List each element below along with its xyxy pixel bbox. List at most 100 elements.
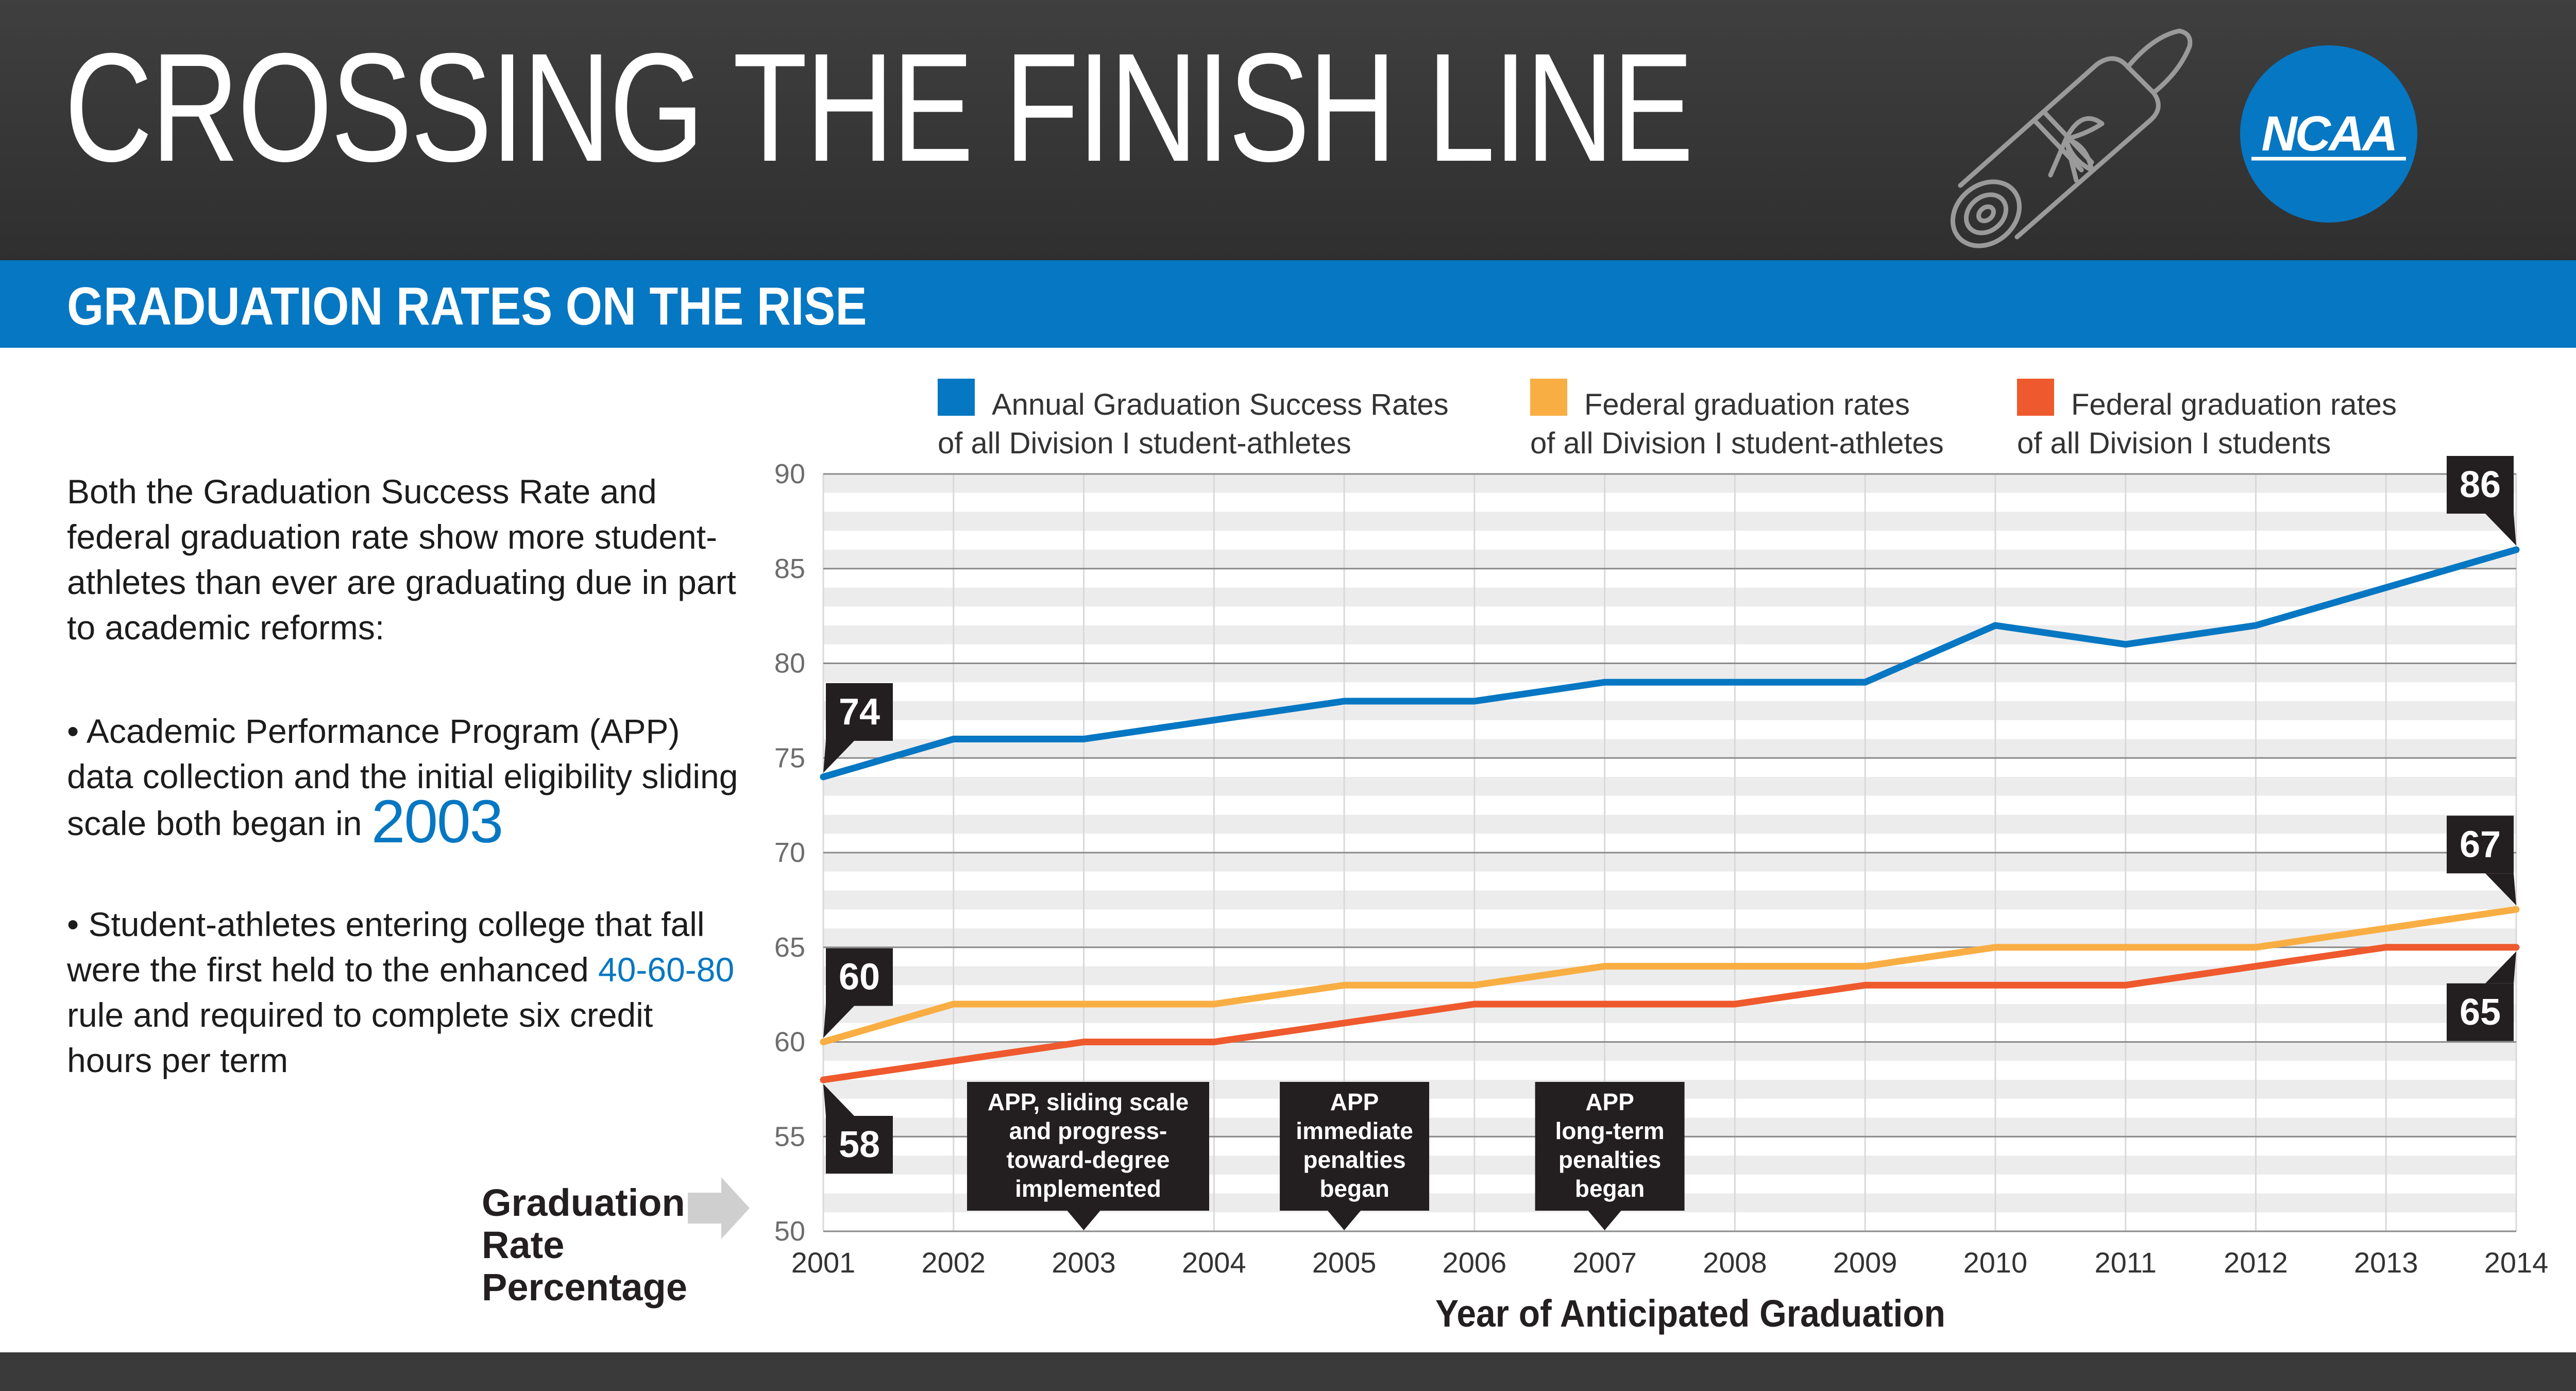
bullet-one: • Academic Performance Program (APP) dat… [67,708,752,852]
data-point [1734,1004,1736,1005]
grid-stripe [823,587,2516,607]
y-tick-label: 90 [774,459,805,489]
y-tick-label: 75 [774,742,805,773]
series [820,546,2520,1083]
data-point [2125,946,2126,948]
annotation-pointer [1588,1211,1621,1230]
annotation-text: long-term [1555,1117,1665,1144]
diploma-scroll-icon [1950,28,2193,248]
data-point [1865,965,1866,967]
x-tick-label: 2007 [1572,1246,1637,1279]
data-point [2516,909,2517,910]
data-point [1473,701,1475,702]
ncaa-logo-text: NCAA [2261,106,2396,161]
annotation-text: toward-degree [1007,1146,1170,1173]
grid-stripe [823,625,2516,644]
legend-label-line2: of all Division I student-athletes [1530,427,1944,460]
bullet-two-text-start: • Student-athletes entering college that… [67,905,705,989]
y-tick-label: 70 [774,837,805,868]
callout-value: 65 [2460,992,2501,1033]
data-point [2125,985,2126,986]
data-point [1213,719,1215,721]
grid-stripe [823,701,2516,720]
annotation-text: implemented [1015,1175,1161,1202]
callout-value: 60 [839,957,880,998]
value-callouts: 74 86 60 67 58 65 [823,456,2516,1174]
data-point [1083,738,1084,740]
callout-box [826,948,893,1006]
data-point [2255,625,2257,626]
annotation-pointer [1328,1211,1361,1230]
grid-stripe [823,474,2516,493]
legend-swatch [2017,379,2054,416]
data-point [1865,985,1866,986]
data-point [2516,549,2517,550]
axes: 50 55 60 65 70 75 80 85 90 2001 2002 2003 2004 2005 20… [482,459,2548,1335]
grid-stripe [823,815,2516,834]
x-tick-label: 2011 [2094,1246,2156,1279]
arrow-right-icon [688,1177,750,1239]
x-tick-label: 2003 [1052,1246,1116,1279]
rule-40-60-80-highlight: 40-60-80 [598,951,735,989]
data-point [1344,701,1345,702]
data-point [1604,1004,1605,1005]
ncaa-logo: NCAA [2240,45,2417,223]
intro-paragraph: Both the Graduation Success Rate and fed… [67,472,736,647]
y-tick-label: 55 [774,1121,805,1152]
x-axis-title: Year of Anticipated Graduation [1435,1292,1945,1335]
data-point [1083,1041,1084,1043]
annotation-pointer [1067,1211,1100,1230]
data-point [953,1004,954,1005]
y-tick-label: 65 [774,932,805,963]
data-point [2255,965,2257,967]
callout-pointer [2485,514,2516,546]
x-tick-label: 2008 [1703,1246,1767,1279]
data-point [1604,682,1605,683]
x-tick-label: 2012 [2224,1246,2288,1279]
legend-label-line1: Annual Graduation Success Rates [992,388,1449,421]
data-point [1213,1041,1215,1043]
grid-stripe [823,550,2516,569]
annotation-box [1535,1082,1685,1211]
legend: Annual Graduation Success Rates of all Di… [938,379,2397,460]
grid-stripe [823,853,2516,872]
data-point [2385,946,2387,948]
data-point [1083,1004,1084,1005]
subtitle: GRADUATION RATES ON THE RISE [67,277,867,336]
bullet-two-text-end: rule and required to complete six credit… [67,996,653,1079]
annotation-text: immediate [1296,1117,1413,1144]
callout-value: 58 [839,1124,880,1165]
data-point [1734,682,1736,683]
callout-pointer [2485,951,2516,983]
annotation-text: APP [1330,1089,1379,1115]
y-axis-title-line: Rate [482,1224,564,1266]
data-point [823,776,824,777]
data-point [823,1079,824,1080]
callout-value: 86 [2460,464,2501,505]
annotation-text: began [1319,1175,1389,1202]
legend-label-line2: of all Division I students [2017,427,2331,460]
legend-swatch [938,379,975,416]
data-point [1344,985,1345,986]
bullet-one-text: • Academic Performance Program (APP) dat… [67,712,738,842]
x-tick-label: 2010 [1963,1246,2028,1279]
annotation-text: and progress- [1009,1117,1167,1144]
callout-box [2447,983,2514,1041]
subtitle-banner: GRADUATION RATES ON THE RISE [0,260,2576,348]
grid-stripe [823,777,2516,796]
callout-box [2447,456,2514,514]
grid [822,473,2517,1232]
data-point [1604,965,1605,967]
header-band: CROSSING THE FINISH LINE NCAA [0,0,2576,260]
x-tick-label: 2014 [2484,1246,2549,1279]
data-point [1994,985,1996,986]
y-tick-label: 80 [774,648,805,679]
data-point [1213,1004,1215,1005]
data-point [953,738,954,740]
data-point [1344,1022,1345,1024]
callout-box [2447,816,2514,874]
y-axis-title: Graduation Rate Percentage [482,1181,687,1309]
data-point [1473,1004,1475,1005]
annotation-text: began [1575,1175,1645,1202]
data-point [1734,965,1736,967]
